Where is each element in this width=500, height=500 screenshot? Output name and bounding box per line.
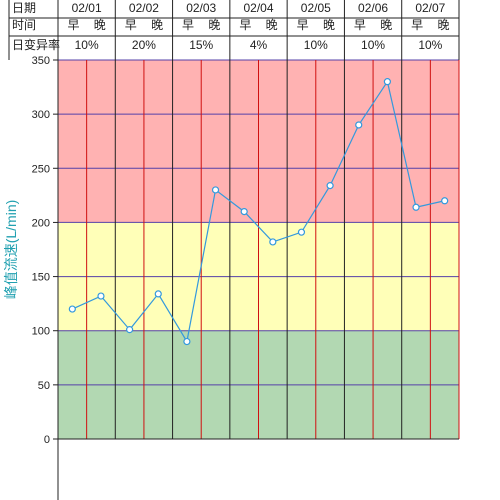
header-row-label-1: 时间	[12, 18, 36, 32]
header-variation-1: 20%	[132, 38, 156, 52]
header-time-2-1: 晚	[208, 18, 220, 32]
header-time-3-0: 早	[239, 18, 251, 32]
header-variation-6: 10%	[418, 38, 442, 52]
header-time-2-0: 早	[182, 18, 194, 32]
y-tick-label-0: 0	[44, 434, 50, 446]
y-tick-label-50: 50	[38, 380, 50, 392]
data-point-1	[97, 292, 105, 300]
header-date-4: 02/05	[301, 1, 331, 15]
header-date-0: 02/01	[72, 1, 102, 15]
y-axis-label-text: 峰值流速(L/min)	[3, 200, 19, 300]
series-points	[68, 78, 449, 346]
data-point-13	[441, 197, 449, 205]
y-tick-label-150: 150	[32, 272, 50, 284]
data-point-10	[355, 121, 363, 129]
header-time-1-1: 晚	[151, 18, 163, 32]
y-tick-label-100: 100	[32, 326, 50, 338]
grid-lines	[57, 59, 460, 439]
header-variation-0: 10%	[75, 38, 99, 52]
header-time-3-1: 晚	[266, 18, 278, 32]
header-date-5: 02/06	[358, 1, 388, 15]
header-time-4-1: 晚	[323, 18, 335, 32]
header-date-3: 02/04	[243, 1, 273, 15]
y-axis-label: 峰值流速(L/min)	[3, 200, 19, 300]
data-point-4	[183, 337, 191, 346]
data-point-0	[68, 305, 76, 313]
header-time-0-1: 晚	[94, 18, 106, 32]
header-variation-2: 15%	[189, 38, 213, 52]
series-line	[72, 80, 445, 344]
header-variation-4: 10%	[304, 38, 328, 52]
data-point-9	[326, 182, 334, 190]
header-variation-3: 4%	[250, 38, 268, 52]
axes: 0 50 100 150 200 250 300 350	[32, 0, 459, 500]
y-tick-label-250: 250	[32, 163, 50, 175]
data-point-12	[412, 203, 420, 211]
data-point-3	[154, 290, 162, 298]
header-time-6-0: 早	[411, 18, 423, 32]
data-point-8	[297, 228, 306, 236]
header-date-1: 02/02	[129, 1, 159, 15]
series-line-0	[72, 80, 445, 344]
y-tick-label-300: 300	[32, 109, 50, 121]
data-point-11	[383, 78, 391, 86]
header-time-4-0: 早	[297, 18, 309, 32]
y-tick-label-200: 200	[32, 217, 50, 229]
data-point-7	[269, 238, 277, 246]
header-time-5-0: 早	[354, 18, 366, 32]
header-row-label-0: 日期	[12, 1, 36, 15]
header-time-5-1: 晚	[380, 18, 392, 32]
data-point-5	[211, 186, 220, 194]
header-variation-5: 10%	[361, 38, 385, 52]
y-tick-label-350: 350	[32, 55, 50, 67]
header-time-6-1: 晚	[438, 18, 450, 32]
data-point-2	[126, 326, 134, 334]
header-time-1-0: 早	[125, 18, 137, 32]
header-date-6: 02/07	[415, 1, 445, 15]
data-point-6	[240, 208, 248, 216]
header-date-2: 02/03	[186, 1, 216, 15]
header-row-label-2: 日变异率	[12, 37, 60, 52]
header-time-0-0: 早	[67, 18, 79, 32]
